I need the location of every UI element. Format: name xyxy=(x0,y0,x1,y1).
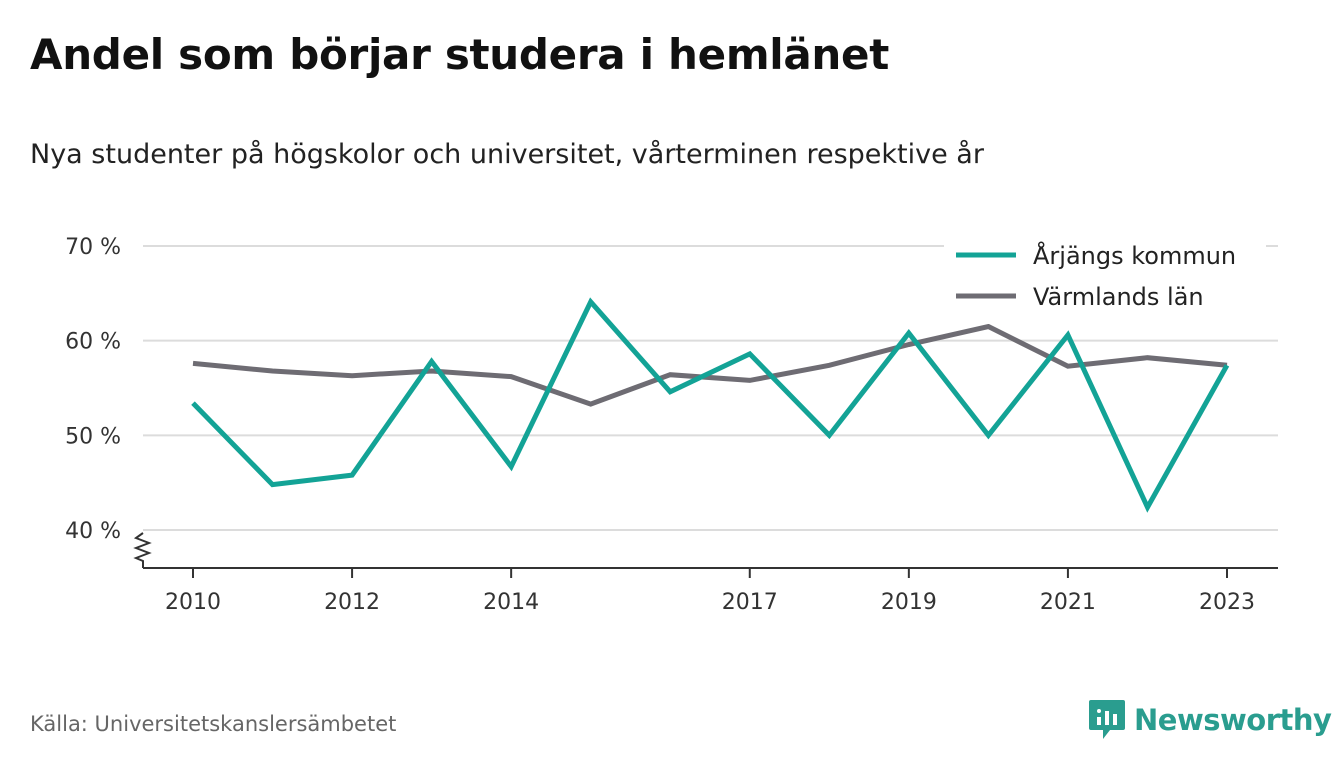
y-tick-label: 70 % xyxy=(65,235,121,260)
tick-labels: 40 % 50 % 60 % 70 % 2010 2012 2014 2017 2019 2021… xyxy=(65,235,1255,615)
brand-logo[interactable]: Newsworthy xyxy=(1088,698,1332,742)
legend: Årjängs kommun Värmlands län xyxy=(944,232,1266,324)
x-tick-label: 2014 xyxy=(483,590,539,615)
series-line-varmland xyxy=(192,323,1228,407)
legend-label: Årjängs kommun xyxy=(1033,241,1236,270)
y-tick-label: 50 % xyxy=(65,424,121,449)
data-series xyxy=(191,297,1230,513)
x-tick-label: 2019 xyxy=(881,590,937,615)
y-tick-label: 40 % xyxy=(65,519,121,544)
source-note: Källa: Universitetskanslersämbetet xyxy=(30,712,397,736)
legend-background xyxy=(944,232,1266,324)
x-tick-label: 2010 xyxy=(165,590,221,615)
series-line-arjang xyxy=(191,297,1230,513)
axes xyxy=(133,532,1278,578)
newsworthy-logo-icon xyxy=(1089,700,1125,739)
y-tick-label: 60 % xyxy=(65,330,121,355)
x-tick-label: 2021 xyxy=(1040,590,1096,615)
chart-title: Andel som börjar studera i hemlänet xyxy=(30,30,889,79)
chart-subtitle: Nya studenter på högskolor och universit… xyxy=(30,139,984,170)
axis-break-icon xyxy=(133,532,152,568)
legend-label: Värmlands län xyxy=(1033,283,1204,311)
brand-name: Newsworthy xyxy=(1134,703,1332,737)
x-tick-label: 2012 xyxy=(324,590,380,615)
x-tick-label: 2017 xyxy=(722,590,778,615)
x-tick-label: 2023 xyxy=(1199,590,1255,615)
